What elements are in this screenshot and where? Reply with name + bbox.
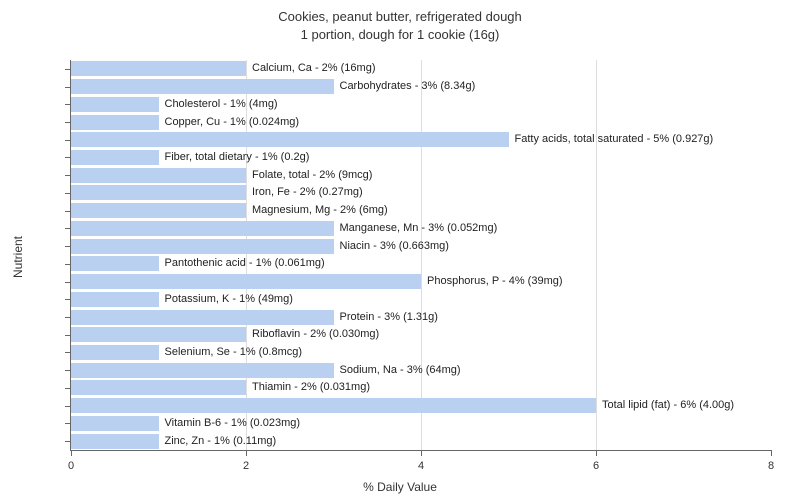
x-tick-label: 2 — [243, 460, 249, 472]
bar-row: Sodium, Na - 3% (64mg) — [71, 361, 771, 379]
bar-row: Zinc, Zn - 1% (0.11mg) — [71, 432, 771, 450]
nutrient-bar-label: Fatty acids, total saturated - 5% (0.927… — [515, 133, 714, 145]
nutrient-bar — [71, 380, 246, 395]
chart-title: Cookies, peanut butter, refrigerated dou… — [0, 0, 800, 44]
nutrient-bar-label: Magnesium, Mg - 2% (6mg) — [252, 204, 388, 216]
nutrient-bar-label: Zinc, Zn - 1% (0.11mg) — [165, 435, 277, 447]
bar-row: Calcium, Ca - 2% (16mg) — [71, 60, 771, 78]
x-tick-label: 8 — [768, 460, 774, 472]
nutrient-bar-label: Folate, total - 2% (9mcg) — [252, 169, 372, 181]
bar-row: Pantothenic acid - 1% (0.061mg) — [71, 255, 771, 273]
bar-row: Thiamin - 2% (0.031mg) — [71, 379, 771, 397]
x-tick-label: 6 — [593, 460, 599, 472]
nutrient-bar — [71, 274, 421, 289]
bar-row: Magnesium, Mg - 2% (6mg) — [71, 202, 771, 220]
bar-row: Cholesterol - 1% (4mg) — [71, 95, 771, 113]
nutrient-bar-label: Riboflavin - 2% (0.030mg) — [252, 328, 379, 340]
nutrient-bar-label: Fiber, total dietary - 1% (0.2g) — [165, 151, 310, 163]
nutrient-bar-label: Thiamin - 2% (0.031mg) — [252, 381, 370, 393]
nutrient-bar-label: Protein - 3% (1.31g) — [340, 311, 438, 323]
x-tick-label: 4 — [418, 460, 424, 472]
bar-row: Copper, Cu - 1% (0.024mg) — [71, 113, 771, 131]
nutrient-bar — [71, 221, 334, 236]
nutrient-bar — [71, 150, 159, 165]
bar-row: Fatty acids, total saturated - 5% (0.927… — [71, 131, 771, 149]
nutrient-bar — [71, 345, 159, 360]
nutrient-bar — [71, 203, 246, 218]
x-axis-label: % Daily Value — [363, 480, 437, 494]
x-tick — [246, 450, 247, 456]
nutrient-bar-label: Manganese, Mn - 3% (0.052mg) — [340, 222, 498, 234]
nutrient-bar — [71, 434, 159, 449]
bar-row: Iron, Fe - 2% (0.27mg) — [71, 184, 771, 202]
nutrient-bar — [71, 97, 159, 112]
nutrient-bar — [71, 327, 246, 342]
nutrient-bar-label: Carbohydrates - 3% (8.34g) — [340, 80, 476, 92]
bar-row: Phosphorus, P - 4% (39mg) — [71, 273, 771, 291]
bar-row: Niacin - 3% (0.663mg) — [71, 237, 771, 255]
nutrient-bar-label: Iron, Fe - 2% (0.27mg) — [252, 186, 363, 198]
bar-row: Protein - 3% (1.31g) — [71, 308, 771, 326]
x-tick — [71, 450, 72, 456]
nutrient-bar — [71, 239, 334, 254]
nutrient-bar — [71, 115, 159, 130]
bar-row: Manganese, Mn - 3% (0.052mg) — [71, 220, 771, 238]
nutrient-bar-label: Pantothenic acid - 1% (0.061mg) — [165, 257, 325, 269]
bar-row: Carbohydrates - 3% (8.34g) — [71, 78, 771, 96]
bar-row: Folate, total - 2% (9mcg) — [71, 166, 771, 184]
nutrient-bar — [71, 256, 159, 271]
nutrient-chart: Cookies, peanut butter, refrigerated dou… — [0, 0, 800, 500]
nutrient-bar — [71, 132, 509, 147]
x-tick — [421, 450, 422, 456]
bar-row: Total lipid (fat) - 6% (4.00g) — [71, 397, 771, 415]
bar-row: Vitamin B-6 - 1% (0.023mg) — [71, 415, 771, 433]
y-axis-label: Nutrient — [11, 236, 25, 278]
nutrient-bar-label: Copper, Cu - 1% (0.024mg) — [165, 116, 300, 128]
nutrient-bar — [71, 185, 246, 200]
x-tick-label: 0 — [68, 460, 74, 472]
nutrient-bar — [71, 292, 159, 307]
nutrient-bar-label: Cholesterol - 1% (4mg) — [165, 98, 278, 110]
nutrient-bar-label: Phosphorus, P - 4% (39mg) — [427, 275, 563, 287]
bar-row: Fiber, total dietary - 1% (0.2g) — [71, 149, 771, 167]
bar-row: Selenium, Se - 1% (0.8mcg) — [71, 344, 771, 362]
x-tick — [596, 450, 597, 456]
nutrient-bar — [71, 363, 334, 378]
nutrient-bar-label: Sodium, Na - 3% (64mg) — [340, 364, 461, 376]
nutrient-bar-label: Selenium, Se - 1% (0.8mcg) — [165, 346, 303, 358]
bar-row: Potassium, K - 1% (49mg) — [71, 290, 771, 308]
plot-area: 02468Calcium, Ca - 2% (16mg)Carbohydrate… — [70, 60, 771, 451]
nutrient-bar-label: Niacin - 3% (0.663mg) — [340, 240, 449, 252]
nutrient-bar — [71, 168, 246, 183]
nutrient-bar — [71, 79, 334, 94]
nutrient-bar — [71, 61, 246, 76]
nutrient-bar-label: Calcium, Ca - 2% (16mg) — [252, 62, 375, 74]
nutrient-bar-label: Total lipid (fat) - 6% (4.00g) — [602, 399, 734, 411]
bar-row: Riboflavin - 2% (0.030mg) — [71, 326, 771, 344]
nutrient-bar — [71, 310, 334, 325]
nutrient-bar-label: Potassium, K - 1% (49mg) — [165, 293, 293, 305]
title-line-2: 1 portion, dough for 1 cookie (16g) — [301, 27, 500, 42]
x-tick — [771, 450, 772, 456]
nutrient-bar — [71, 398, 596, 413]
nutrient-bar — [71, 416, 159, 431]
title-line-1: Cookies, peanut butter, refrigerated dou… — [278, 9, 522, 24]
nutrient-bar-label: Vitamin B-6 - 1% (0.023mg) — [165, 417, 301, 429]
